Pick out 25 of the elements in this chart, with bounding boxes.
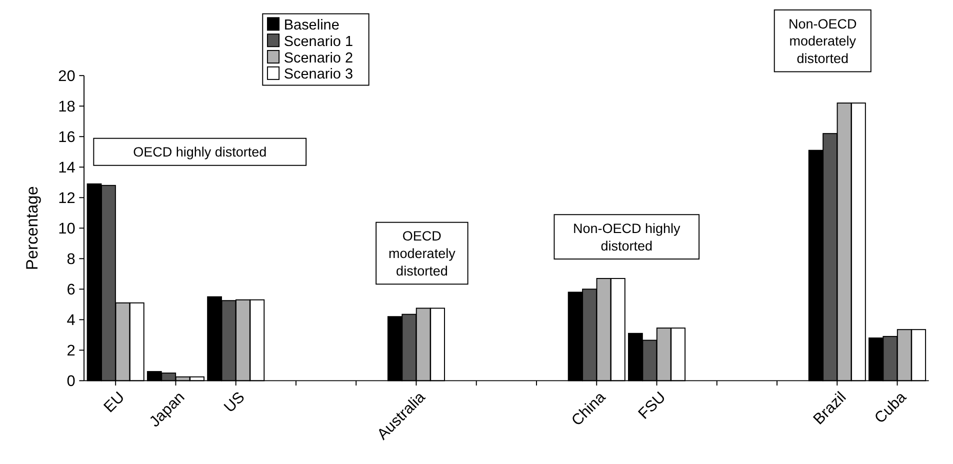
- y-tick-label: 18: [58, 98, 76, 116]
- y-tick-label: 14: [58, 160, 76, 177]
- legend-label: Baseline: [284, 17, 340, 34]
- text-box: OECD moderately distorted: [376, 222, 468, 285]
- annotation: Non-OECD highly distorted: [572, 220, 681, 254]
- text-box: Non-OECD highly distorted: [554, 214, 700, 260]
- y-tick-label: 16: [58, 129, 76, 146]
- legend-label: Scenario 1: [284, 34, 354, 50]
- y-tick-label: 6: [66, 282, 76, 299]
- y-tick-label: 0: [66, 373, 76, 390]
- y-tick-label: 8: [66, 251, 76, 268]
- y-tick-label: 12: [58, 190, 76, 208]
- y-tick-label: 2: [66, 342, 76, 360]
- text-box: Non-OECD moderately distorted: [774, 9, 872, 72]
- x-tick-label: US: [221, 388, 248, 416]
- y-tick-label: 20: [58, 68, 76, 85]
- x-tick-label: EU: [100, 388, 128, 416]
- legend-label: Scenario 3: [284, 66, 354, 83]
- legend-label: Scenario 2: [284, 50, 354, 66]
- y-axis-title: Percentage: [24, 186, 42, 270]
- text-box: OECD highly distorted: [93, 138, 307, 166]
- annotation: OECD moderately distorted: [388, 228, 456, 278]
- y-tick-label: 4: [66, 312, 76, 330]
- annotation: OECD highly distorted: [133, 144, 267, 160]
- y-tick-label: 10: [58, 220, 76, 238]
